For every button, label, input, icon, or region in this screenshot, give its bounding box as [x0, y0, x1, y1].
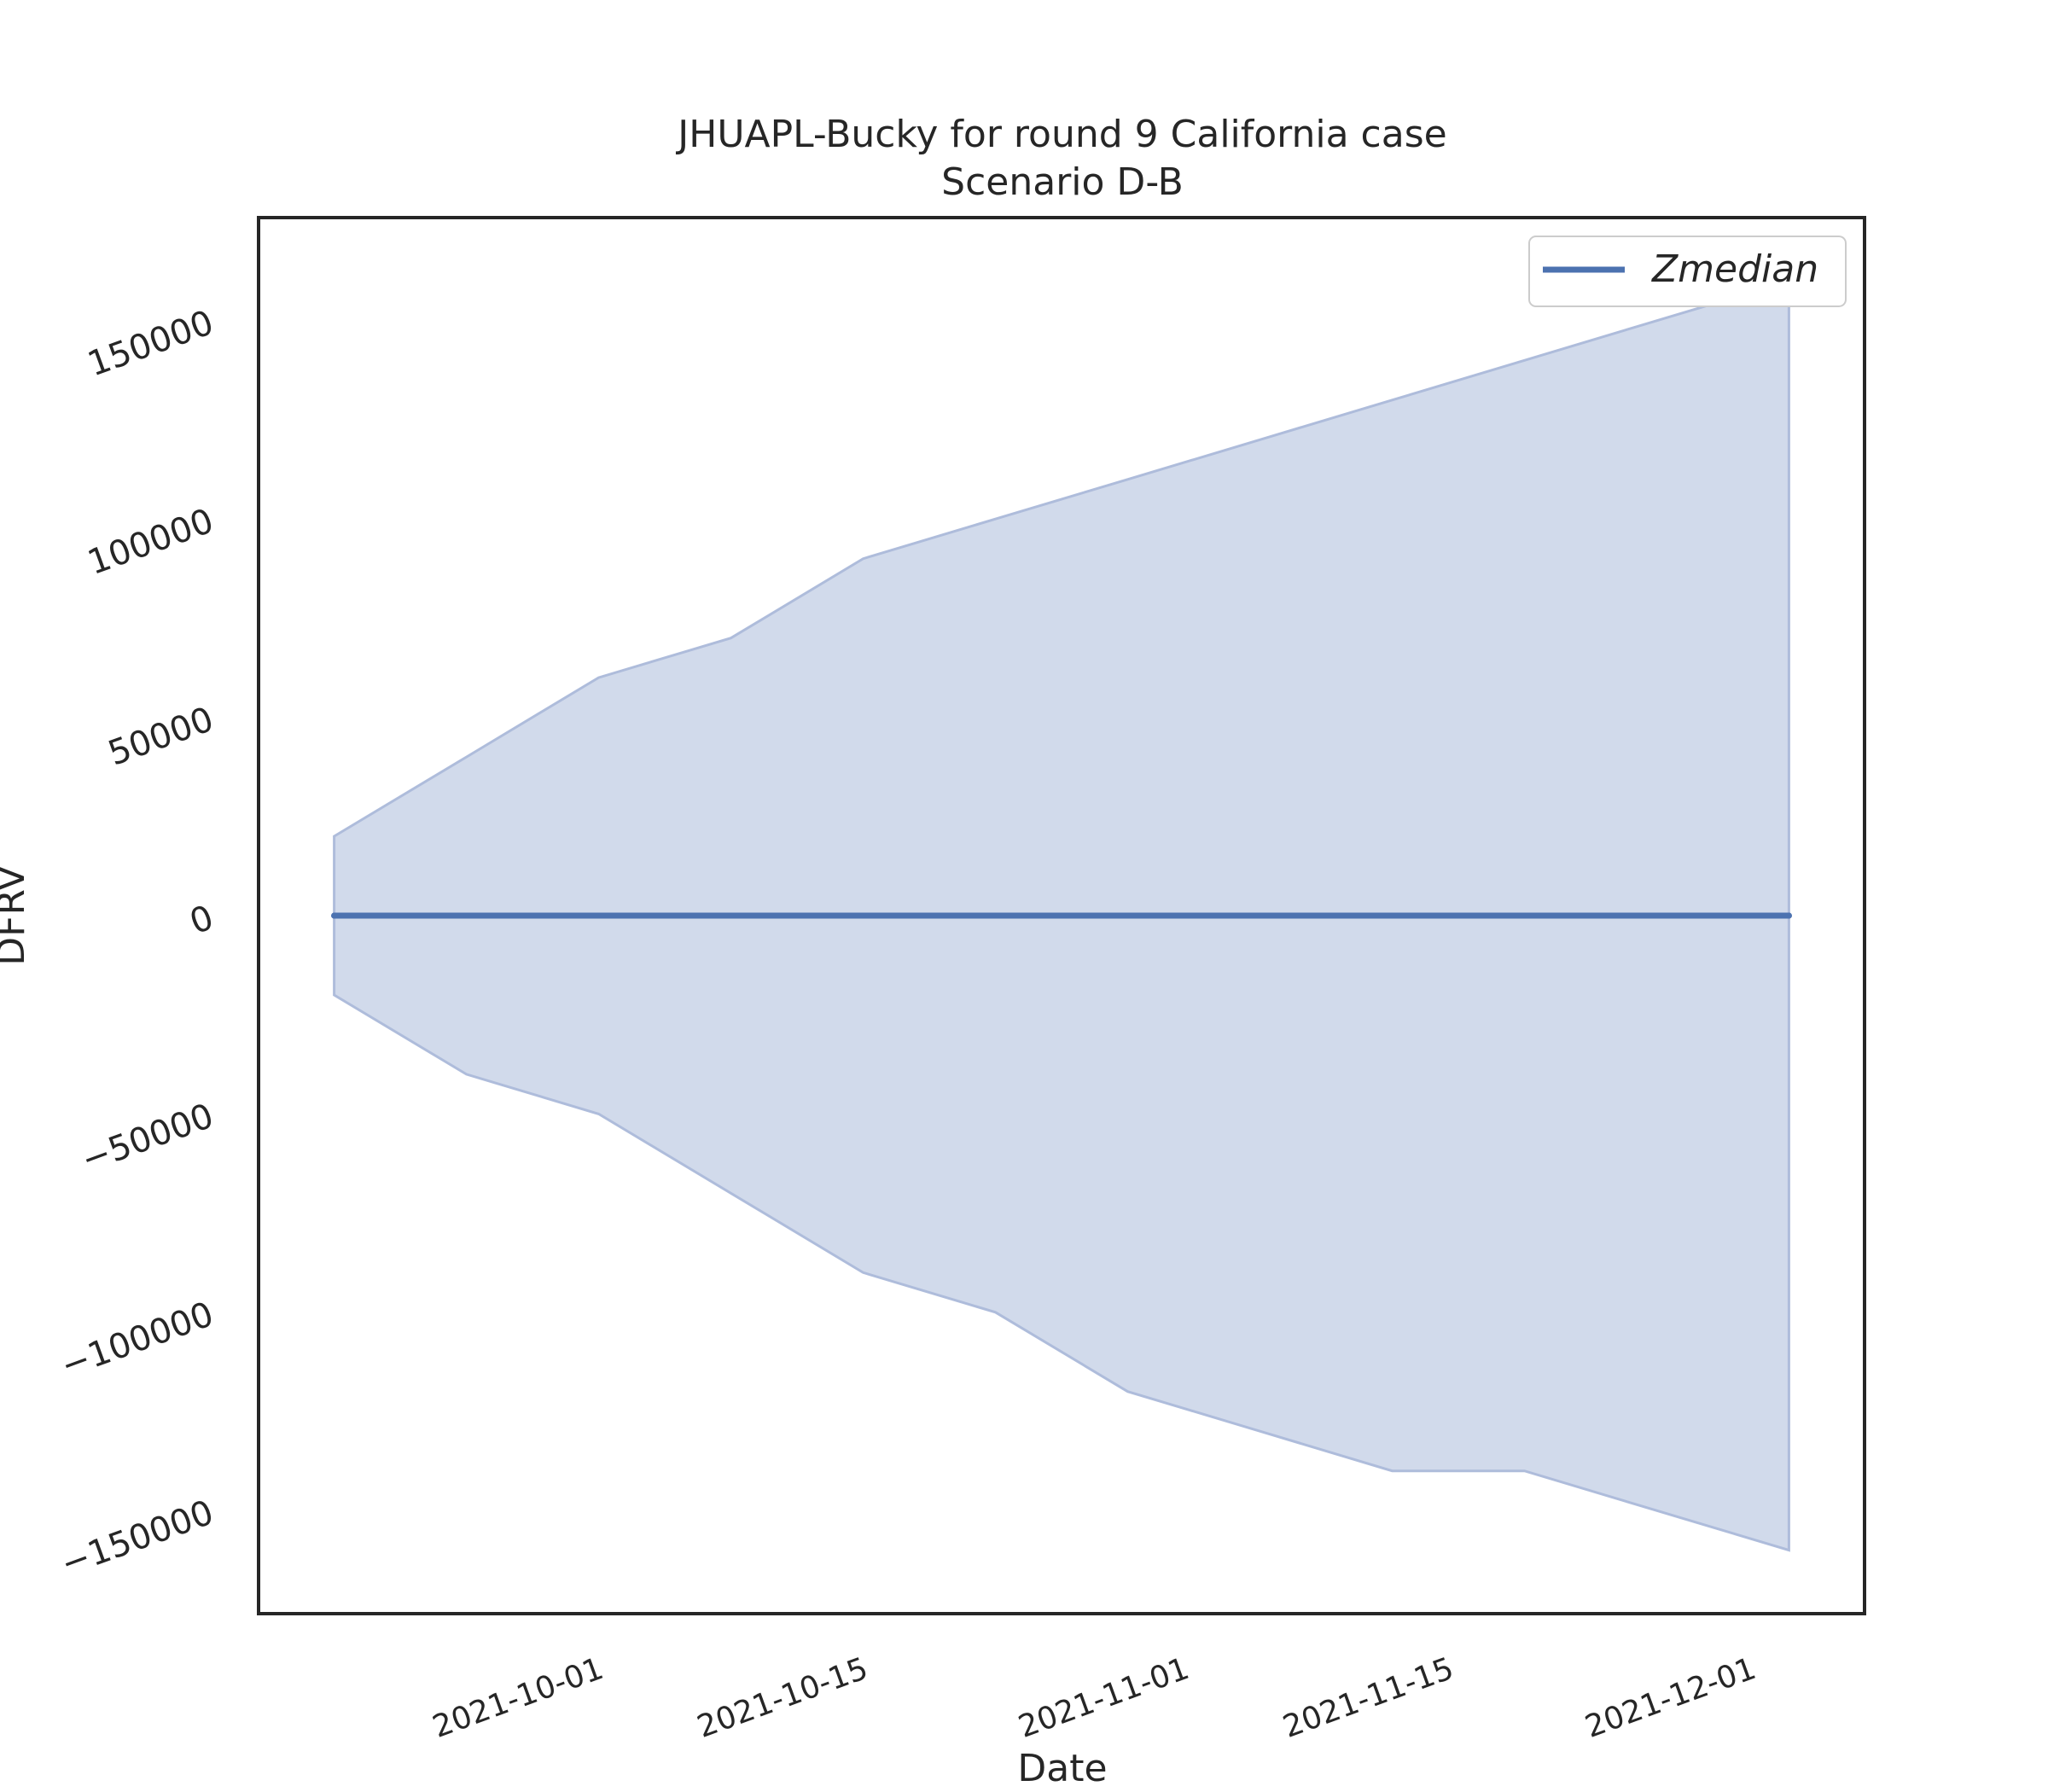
y-tick-label: 0: [185, 898, 219, 942]
y-axis-label: DFRV: [0, 865, 33, 965]
data-point: [596, 912, 602, 919]
data-point: [1653, 912, 1660, 919]
y-tick-label: −100000: [55, 1295, 218, 1386]
y-tick-label: 100000: [83, 502, 218, 583]
legend-box: [1528, 236, 1847, 307]
x-tick-label: 2021-10-15: [693, 1651, 873, 1745]
x-tick-label: 2021-10-01: [428, 1651, 608, 1745]
plot-frame: [257, 216, 1866, 1615]
data-point: [1389, 912, 1395, 919]
data-point: [463, 912, 470, 919]
y-tick-label: 50000: [103, 700, 218, 774]
legend-label: Zmedian: [1651, 247, 1818, 291]
plot-area: [331, 279, 1792, 1552]
y-tick-label: 150000: [83, 303, 218, 384]
data-point: [1125, 912, 1131, 919]
data-point: [992, 912, 998, 919]
legend: Zmedian: [1528, 236, 1847, 307]
chart-subtitle: Scenario D-B: [941, 160, 1184, 204]
data-point: [1257, 912, 1263, 919]
x-tick-label: 2021-12-01: [1580, 1651, 1760, 1745]
y-tick-label: −150000: [55, 1493, 218, 1585]
x-tick-label: 2021-11-15: [1278, 1651, 1458, 1745]
x-axis-label: Date: [1017, 1747, 1107, 1790]
data-point: [728, 912, 734, 919]
data-point: [331, 912, 338, 919]
data-point: [1521, 912, 1527, 919]
chart-title: JHUAPL-Bucky for round 9 California case: [675, 113, 1446, 156]
x-tick-label: 2021-11-01: [1014, 1651, 1194, 1745]
data-point: [860, 912, 866, 919]
y-axis-ticks: −150000 −100000 −50000 0 50000 100000 150000: [55, 303, 218, 1584]
x-axis-ticks: 2021-10-01 2021-10-15 2021-11-01 2021-11-15…: [428, 1651, 1760, 1745]
y-tick-label: −50000: [76, 1097, 218, 1180]
data-point: [1785, 912, 1792, 919]
